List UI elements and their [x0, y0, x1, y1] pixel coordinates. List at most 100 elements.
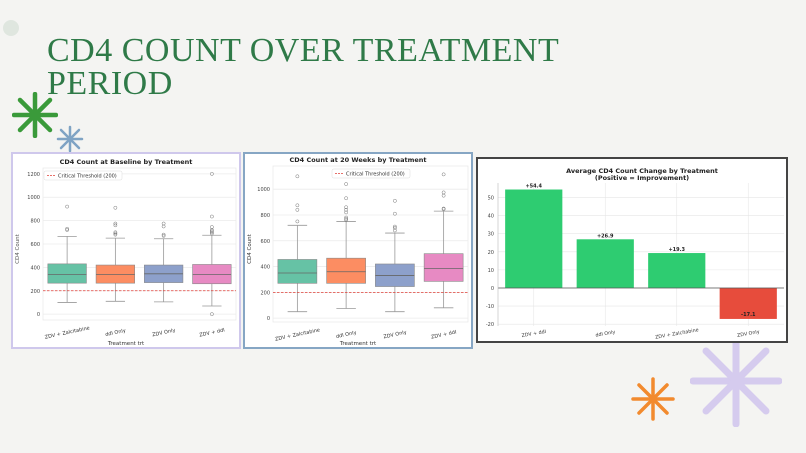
outlier: [344, 207, 348, 212]
outlier: [344, 182, 348, 186]
outlier: [344, 218, 348, 222]
outlier: [161, 233, 166, 238]
bar-value-label: +26.9: [597, 233, 614, 239]
x-tick-label: ZDV Only: [737, 329, 761, 339]
outlier: [441, 172, 446, 177]
y-tick-label: -20: [486, 322, 494, 328]
outlier: [393, 224, 397, 229]
legend-label: Critical Threshold (200): [346, 172, 405, 178]
outlier: [210, 231, 214, 236]
outlier: [210, 225, 214, 229]
outlier: [295, 207, 300, 212]
x-axis-label: Treatment trt: [339, 341, 377, 347]
x-tick-label: ddI Only: [335, 330, 357, 340]
outlier: [113, 221, 118, 226]
orange-asterisk-icon: [631, 377, 675, 421]
outlier: [210, 229, 214, 233]
y-tick-label: 50: [488, 195, 494, 201]
outlier: [393, 198, 397, 203]
blue-asterisk-icon: [56, 125, 84, 153]
outlier: [65, 226, 69, 231]
x-tick-label: ddI Only: [105, 328, 127, 338]
x-tick-label: ZDV + Zalcitabine: [44, 325, 90, 340]
baseline-boxplot-panel: CD4 Count at Baseline by Treatment Treat…: [11, 152, 241, 349]
y-tick-label: 400: [30, 265, 40, 271]
x-tick-label: ZDV + ddI: [521, 329, 546, 339]
chart-title: CD4 Count at 20 Weeks by Treatment: [290, 156, 427, 164]
chart-subtitle: (Positive = Improvement): [595, 174, 689, 182]
x-tick-label: ddI Only: [595, 329, 616, 338]
baseline-boxplot: CD4 Count at Baseline by Treatment Treat…: [15, 158, 237, 347]
outlier: [393, 226, 397, 230]
legend-label: Critical Threshold (200): [58, 174, 117, 180]
x-axis-label: Treatment trt: [107, 341, 145, 347]
y-tick-label: 800: [260, 213, 270, 219]
outlier: [161, 232, 166, 237]
outlier: [210, 230, 214, 235]
x-tick-label: ZDV Only: [383, 330, 407, 341]
x-tick-label: ZDV + ddI: [199, 327, 225, 338]
y-tick-label: 600: [260, 239, 270, 245]
y-tick-label: 20: [488, 250, 494, 256]
outlier: [113, 205, 118, 210]
outlier: [113, 232, 118, 237]
change-barchart-panel: Average CD4 Count Change by Treatment (P…: [476, 157, 788, 343]
bar-0: [505, 189, 563, 288]
green-asterisk-icon: [12, 92, 58, 138]
bar-value-label: +54.4: [525, 184, 542, 190]
lavender-asterisk-icon: [690, 335, 782, 427]
bar-value-label: +19.3: [668, 247, 685, 253]
page-title: CD4 COUNT OVER TREATMENT PERIOD: [47, 32, 559, 102]
chart-title: Average CD4 Count Change by Treatment: [566, 167, 718, 175]
y-tick-label: -10: [486, 304, 494, 310]
box-0: [47, 263, 87, 284]
y-tick-label: 200: [30, 289, 40, 295]
outlier: [295, 174, 300, 179]
outlier: [393, 211, 397, 216]
outlier: [113, 230, 118, 235]
outlier: [393, 228, 397, 233]
outlier: [210, 228, 214, 232]
chart-title: CD4 Count at Baseline by Treatment: [60, 158, 193, 166]
y-axis-label: CD4 Count: [15, 233, 21, 264]
x-tick-label: ZDV Only: [152, 328, 176, 339]
bar-1: [576, 239, 634, 288]
outlier: [441, 190, 446, 195]
box-1: [326, 257, 366, 284]
outlier: [210, 214, 214, 219]
outlier: [161, 221, 166, 226]
y-tick-label: 1000: [27, 195, 40, 201]
y-tick-label: 1200: [27, 172, 40, 178]
bar-2: [648, 253, 706, 288]
outlier: [295, 219, 300, 224]
legend-box: [331, 168, 411, 179]
outlier: [161, 224, 166, 229]
x-tick-label: ZDV + ddI: [431, 329, 457, 340]
outlier: [344, 217, 348, 221]
x-tick-label: ZDV + Zalcitabine: [275, 327, 321, 342]
change-barchart: Average CD4 Count Change by Treatment (P…: [486, 167, 784, 341]
outlier: [65, 204, 69, 209]
plot-area: [272, 165, 469, 323]
y-tick-label: 200: [260, 290, 270, 296]
legend-box: [43, 170, 123, 181]
y-tick-label: 0: [267, 316, 270, 322]
bar-3: [719, 287, 777, 319]
y-tick-label: 400: [260, 265, 270, 271]
week20-boxplot-panel: CD4 Count at 20 Weeks by Treatment Treat…: [243, 152, 473, 349]
circle-decoration: [3, 20, 19, 36]
outlier: [210, 171, 214, 176]
y-tick-label: 0: [491, 286, 494, 292]
x-tick-label: ZDV + Zalcitabine: [655, 327, 699, 341]
outlier: [344, 205, 348, 210]
y-tick-label: 1000: [257, 187, 270, 193]
y-tick-label: 40: [488, 214, 494, 220]
outlier: [113, 223, 118, 228]
outlier: [295, 203, 300, 208]
outlier: [441, 206, 446, 211]
y-axis-label: CD4 Count: [247, 233, 253, 264]
y-tick-label: 0: [37, 312, 40, 318]
y-tick-label: 10: [488, 268, 494, 274]
outlier: [65, 228, 69, 232]
y-tick-label: 800: [30, 219, 40, 225]
